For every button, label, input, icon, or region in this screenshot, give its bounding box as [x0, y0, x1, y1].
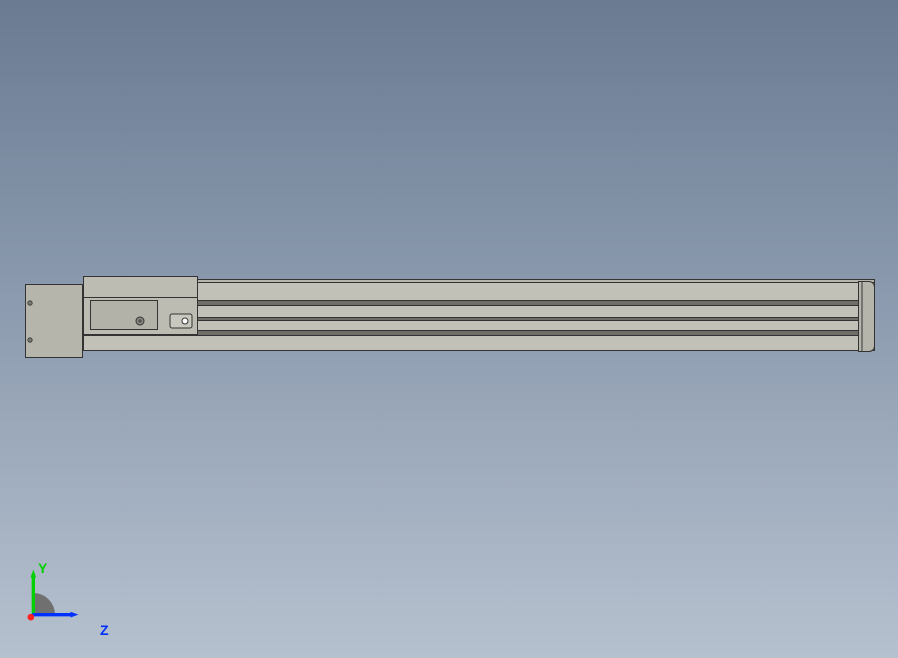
idler-end-cap: [858, 281, 875, 352]
rail-t-slot-upper: [83, 300, 875, 306]
rail-top-lip: [83, 279, 875, 283]
orientation-triad[interactable]: [0, 548, 100, 648]
rail-t-slot-lower: [83, 330, 875, 336]
motor-end-block: [25, 284, 83, 358]
axis-label-z: Z: [100, 622, 109, 638]
cad-viewport[interactable]: Y Z: [0, 0, 898, 658]
carriage-bracket: [90, 300, 158, 330]
axis-label-y: Y: [38, 560, 47, 576]
rail-t-slot-mid: [83, 317, 875, 321]
